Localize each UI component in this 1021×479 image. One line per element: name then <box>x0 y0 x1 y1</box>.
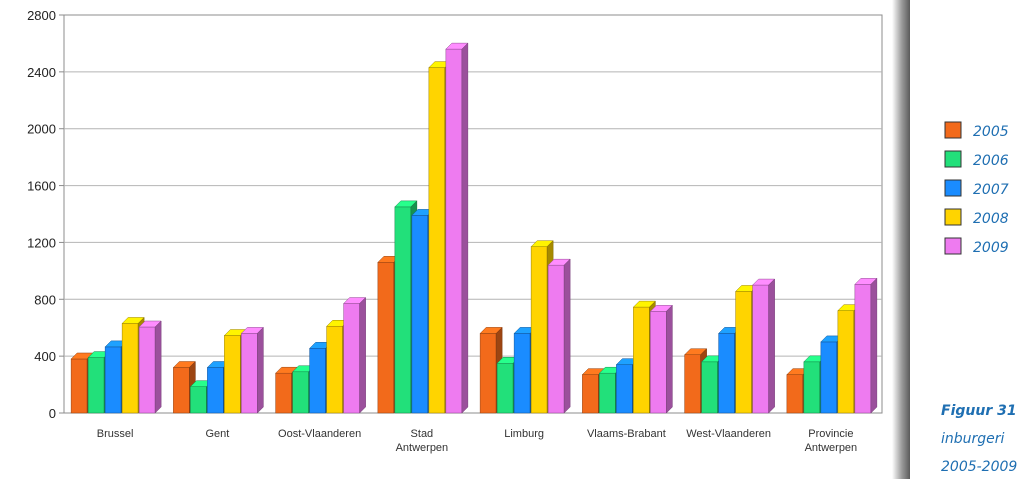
legend-swatch <box>944 208 962 226</box>
legend: 2005 2006 2007 2008 2009 <box>944 121 1009 256</box>
bar-front <box>428 67 446 414</box>
bar-front <box>650 311 667 414</box>
bar-2009-0 <box>138 320 162 414</box>
bar-front <box>104 346 122 414</box>
bar-front <box>735 291 752 414</box>
bar-front <box>582 374 599 414</box>
legend-item-2005: 2005 <box>944 121 1009 140</box>
legend-item-2006: 2006 <box>944 150 1009 169</box>
bar-side <box>359 296 366 414</box>
legend-swatch <box>944 237 962 255</box>
x-category-label: Stad Antwerpen <box>396 428 449 454</box>
y-tick-label: 0 <box>49 406 56 421</box>
bar-side <box>461 42 469 414</box>
bar-side <box>257 326 264 414</box>
x-category-label: Oost-Vlaanderen <box>278 428 361 440</box>
legend-item-2007: 2007 <box>944 179 1009 198</box>
figure-caption: Figuur 31 inburgeri 2005-2009 <box>941 403 1017 475</box>
x-category-label: West-Vlaanderen <box>686 428 771 440</box>
legend-swatch <box>944 121 962 139</box>
bar-2009-4 <box>547 258 571 414</box>
y-tick-label: 2000 <box>27 122 56 137</box>
bar-side <box>768 278 775 414</box>
y-tick-label: 1600 <box>27 179 56 194</box>
bar-front <box>87 357 105 414</box>
bar-front <box>394 206 412 414</box>
bar-2009-6 <box>752 278 776 414</box>
legend-item-2009: 2009 <box>944 237 1009 256</box>
bar-side <box>154 320 162 414</box>
caption-line-1: inburgeri <box>941 431 1005 447</box>
bar-front <box>224 335 241 414</box>
legend-label: 2005 <box>973 124 1009 140</box>
bar-2009-1 <box>240 326 264 414</box>
y-tick-label: 1200 <box>27 235 56 250</box>
bar-2009-3 <box>445 42 469 414</box>
legend-item-2008: 2008 <box>944 208 1009 227</box>
x-category-label: Limburg <box>504 428 544 440</box>
bar-front <box>718 333 735 414</box>
legend-label: 2006 <box>973 153 1009 169</box>
caption-line-2: 2005-2009 <box>941 459 1017 475</box>
bar-front <box>479 333 497 414</box>
bar-front <box>820 341 838 414</box>
bar-front <box>786 374 804 414</box>
bar-front <box>70 358 88 414</box>
x-category-label: Brussel <box>97 428 134 440</box>
bar-front <box>854 284 872 414</box>
page-edge-shadow <box>892 0 910 479</box>
legend-label: 2008 <box>973 211 1009 227</box>
bar-front <box>513 333 531 414</box>
bar-front <box>411 215 429 414</box>
bar-front <box>496 363 514 414</box>
y-tick-label: 800 <box>34 292 56 307</box>
bar-front <box>803 361 821 414</box>
x-category-label: Vlaams-Brabant <box>587 428 666 440</box>
x-category-label: Gent <box>205 428 229 440</box>
legend-swatch <box>944 150 962 168</box>
bar-front <box>616 364 633 414</box>
bar-side <box>870 277 878 414</box>
bar-front <box>599 372 616 414</box>
bar-front <box>701 361 718 414</box>
y-tick-label: 2800 <box>27 8 56 23</box>
bar-front <box>292 371 309 414</box>
legend-label: 2009 <box>973 240 1009 256</box>
bar-front <box>309 348 326 414</box>
bar-front <box>377 262 395 414</box>
bar-front <box>633 306 650 414</box>
bar-front <box>343 303 360 414</box>
bar-front <box>326 326 343 414</box>
bar-2009-2 <box>343 296 367 414</box>
caption-label: Figuur 31 <box>941 403 1017 419</box>
bar-front <box>445 48 463 414</box>
bar-front <box>241 333 258 414</box>
bar-2009-5 <box>649 304 673 414</box>
bar-side <box>666 304 673 414</box>
y-tick-label: 2400 <box>27 65 56 80</box>
bar-front <box>173 367 190 414</box>
legend-label: 2007 <box>973 182 1009 198</box>
bar-front <box>207 367 224 414</box>
bar-front <box>121 323 139 414</box>
y-tick-label: 400 <box>34 349 56 364</box>
legend-swatch <box>944 179 962 197</box>
bar-front <box>530 246 548 414</box>
bar-front <box>684 354 701 414</box>
bar-front <box>138 326 156 414</box>
bar-front <box>275 372 292 414</box>
bar-side <box>563 258 571 414</box>
x-category-label: Provincie Antwerpen <box>805 428 858 454</box>
bar-front <box>752 284 769 414</box>
bar-front <box>190 386 207 414</box>
bar-2009-7 <box>854 277 878 414</box>
bar-front <box>547 264 565 414</box>
bar-front <box>837 310 855 414</box>
